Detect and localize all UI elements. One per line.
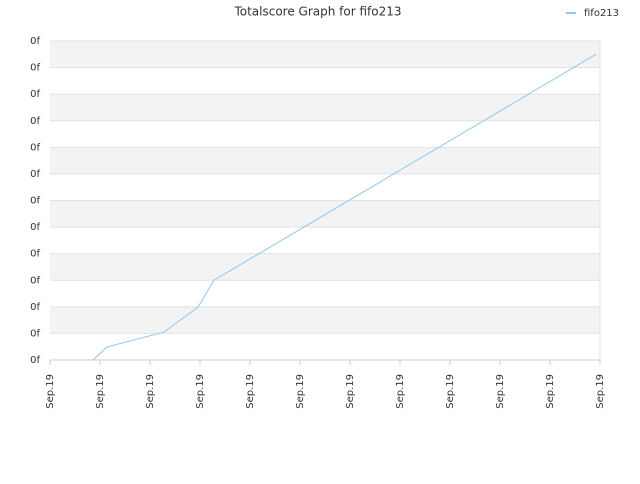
x-tick-label: Sep.19 bbox=[45, 374, 56, 409]
legend-label: fifo213 bbox=[584, 8, 619, 19]
grid-band bbox=[50, 306, 600, 334]
x-tick-label: Sep.19 bbox=[545, 374, 556, 409]
grid-band bbox=[50, 94, 600, 121]
x-tick-label: Sep.19 bbox=[445, 374, 456, 409]
y-tick-label: 0f bbox=[30, 355, 40, 366]
y-tick-label: 0f bbox=[30, 302, 40, 313]
y-tick-label: 0f bbox=[30, 275, 40, 286]
y-tick-label: 0f bbox=[30, 249, 40, 260]
x-tick-label: Sep.19 bbox=[195, 374, 206, 409]
line bbox=[92, 53, 597, 361]
x-tick-label: Sep.19 bbox=[95, 374, 106, 409]
x-tick-label: Sep.19 bbox=[395, 374, 406, 409]
y-tick-label: 0f bbox=[30, 63, 40, 74]
y-tick-label: 0f bbox=[30, 328, 40, 339]
x-tick-label: Sep.19 bbox=[295, 374, 306, 409]
x-tick-label: Sep.19 bbox=[595, 374, 606, 409]
y-tick-label: 0f bbox=[30, 222, 40, 233]
x-tick-label: Sep.19 bbox=[345, 374, 356, 409]
grid-band bbox=[50, 147, 600, 174]
y-tick-label: 0f bbox=[30, 169, 40, 180]
grid-band bbox=[50, 200, 600, 228]
grid-band bbox=[50, 41, 600, 68]
x-tick-label: Sep.19 bbox=[245, 374, 256, 409]
y-tick-label: 0f bbox=[30, 116, 40, 127]
y-tick-label: 0f bbox=[30, 196, 40, 207]
chart-title: Totalscore Graph for fifo213 bbox=[233, 5, 401, 19]
x-tick-label: Sep.19 bbox=[495, 374, 506, 409]
x-tick-label: Sep.19 bbox=[145, 374, 156, 409]
grid-band bbox=[50, 253, 600, 281]
y-tick-label: 0f bbox=[30, 36, 40, 47]
y-tick-label: 0f bbox=[30, 89, 40, 100]
y-tick-label: 0f bbox=[30, 142, 40, 153]
